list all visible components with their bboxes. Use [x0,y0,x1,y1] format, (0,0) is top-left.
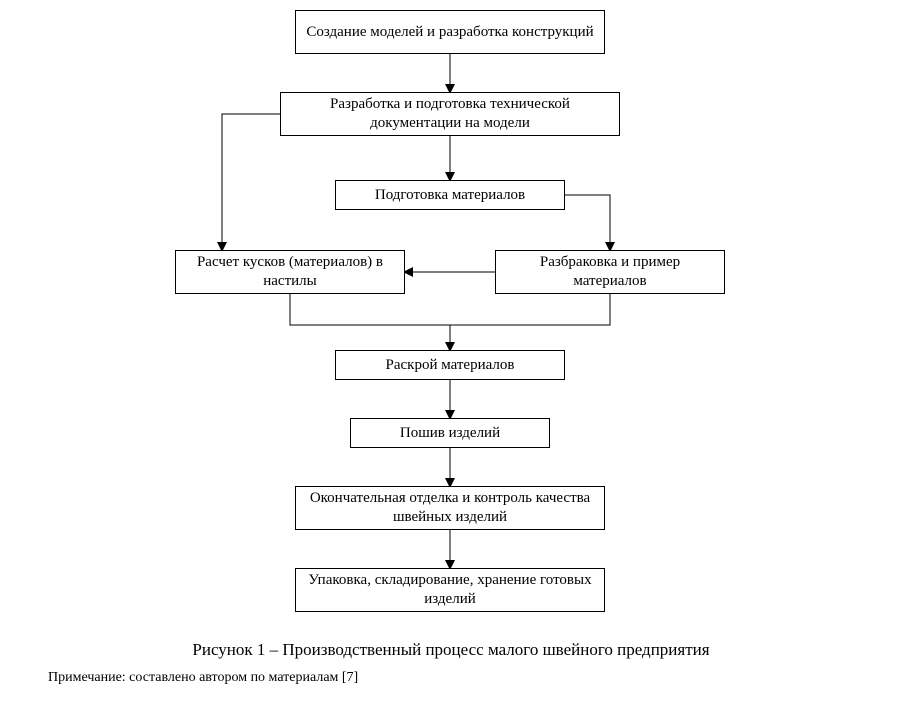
figure-note: Примечание: составлено автором по матери… [48,670,358,686]
flow-node-n1: Создание моделей и разработка конструкци… [295,10,605,54]
flow-node-n3: Подготовка материалов [335,180,565,210]
flow-node-n8: Окончательная отделка и контроль качеств… [295,486,605,530]
edge-n5-down [450,294,610,325]
flow-node-n7: Пошив изделий [350,418,550,448]
flow-node-n9: Упаковка, складирование, хранение готовы… [295,568,605,612]
flow-node-n4: Расчет кусков (материалов) в настилы [175,250,405,294]
flow-node-n5: Разбраковка и пример материалов [495,250,725,294]
flowchart-canvas: Создание моделей и разработка конструкци… [0,0,902,709]
flow-node-n6: Раскрой материалов [335,350,565,380]
figure-caption: Рисунок 1 – Производственный процесс мал… [0,640,902,660]
edge-n2-left [222,114,280,250]
flow-node-n2: Разработка и подготовка технической доку… [280,92,620,136]
edge-n4-down [290,294,450,350]
edge-n3-right [565,195,610,250]
